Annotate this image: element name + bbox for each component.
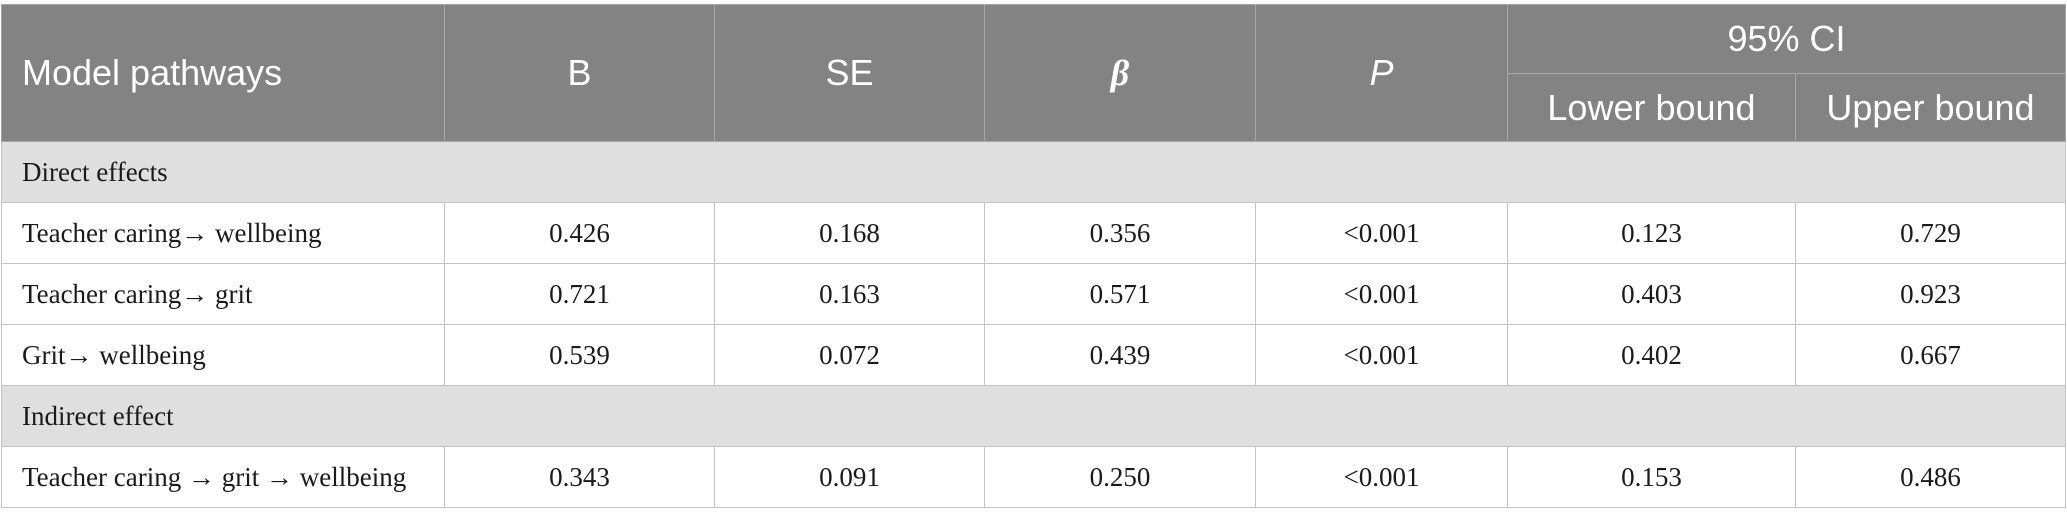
cell-beta: 0.571 (984, 263, 1256, 325)
table-row: Teacher caring → grit → wellbeing 0.343 … (1, 446, 2066, 508)
cell-upper: 0.667 (1795, 324, 2066, 386)
header-lower-bound: Lower bound (1507, 73, 1796, 142)
table-row: Teacher caring→ wellbeing 0.426 0.168 0.… (1, 202, 2066, 264)
results-table: Model pathways B SE β P 95% CI Lower bou… (1, 4, 2066, 508)
cell-b: 0.426 (444, 202, 715, 264)
cell-b: 0.721 (444, 263, 715, 325)
table-row: Grit→ wellbeing 0.539 0.072 0.439 <0.001… (1, 324, 2066, 386)
subheader-row: Lower bound Upper bound (2, 73, 2066, 142)
header-beta: β (984, 4, 1256, 142)
cell-lower: 0.123 (1507, 202, 1796, 264)
header-model-pathways: Model pathways (1, 4, 445, 142)
cell-b: 0.343 (444, 446, 715, 508)
cell-p: <0.001 (1255, 202, 1508, 264)
cell-beta: 0.439 (984, 324, 1256, 386)
section-label-direct: Direct effects (1, 141, 2066, 203)
cell-se: 0.163 (714, 263, 985, 325)
header-se: SE (714, 4, 985, 142)
cell-path: Teacher caring→ grit (1, 263, 445, 325)
header-ci: 95% CI (1507, 4, 2066, 74)
cell-p: <0.001 (1255, 446, 1508, 508)
cell-path: Teacher caring → grit → wellbeing (1, 446, 445, 508)
header-upper-bound: Upper bound (1795, 73, 2066, 142)
header-b: B (444, 4, 715, 142)
cell-lower: 0.402 (1507, 324, 1796, 386)
cell-path: Grit→ wellbeing (1, 324, 445, 386)
table-row: Teacher caring→ grit 0.721 0.163 0.571 <… (1, 263, 2066, 325)
cell-beta: 0.356 (984, 202, 1256, 264)
cell-upper: 0.486 (1795, 446, 2066, 508)
section-label-indirect: Indirect effect (1, 385, 2066, 447)
cell-p: <0.001 (1255, 324, 1508, 386)
header-p: P (1255, 4, 1508, 142)
cell-path: Teacher caring→ wellbeing (1, 202, 445, 264)
cell-se: 0.091 (714, 446, 985, 508)
section-row-indirect: Indirect effect (1, 385, 2066, 447)
cell-upper: 0.923 (1795, 263, 2066, 325)
cell-lower: 0.403 (1507, 263, 1796, 325)
cell-b: 0.539 (444, 324, 715, 386)
section-row-direct: Direct effects (1, 141, 2066, 203)
cell-beta: 0.250 (984, 446, 1256, 508)
cell-se: 0.168 (714, 202, 985, 264)
cell-upper: 0.729 (1795, 202, 2066, 264)
cell-lower: 0.153 (1507, 446, 1796, 508)
cell-p: <0.001 (1255, 263, 1508, 325)
cell-se: 0.072 (714, 324, 985, 386)
header-row: Model pathways B SE β P 95% CI (1, 4, 2066, 142)
